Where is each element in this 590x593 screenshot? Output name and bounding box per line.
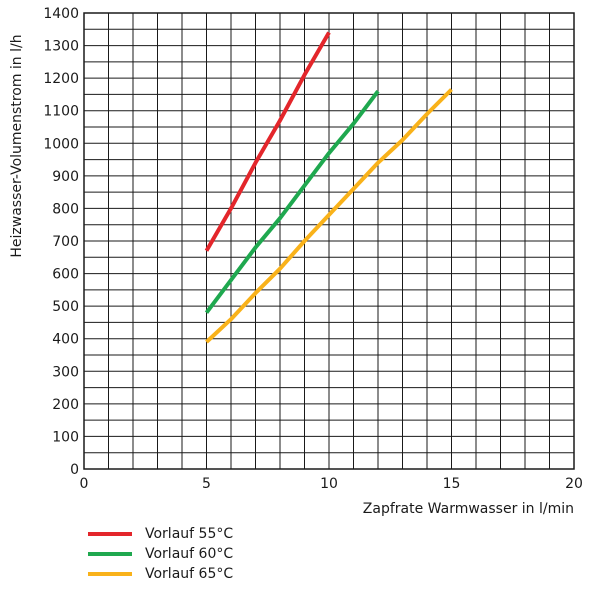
legend-label: Vorlauf 65°C [145,566,234,582]
y-tick-label: 1100 [43,104,79,120]
legend-label: Vorlauf 55°C [145,526,234,542]
x-tick-label: 10 [320,476,338,492]
x-tick-label: 0 [80,476,89,492]
grid [83,12,575,470]
y-tick-label: 400 [52,332,79,348]
y-tick-label: 900 [52,169,79,185]
y-tick-label: 1000 [43,136,79,152]
y-axis-ticks: 0 100 200 300 400 500 600 700 800 900 1000 1100 1200… [43,6,79,478]
x-tick-label: 5 [202,476,211,492]
legend-swatch [88,572,132,576]
y-tick-label: 1200 [43,71,79,87]
y-tick-label: 0 [70,462,79,478]
legend-item: Vorlauf 65°C [88,564,233,584]
y-axis-label: Heizwasser-Volumenstrom in l/h [9,34,25,257]
y-tick-label: 700 [52,234,79,250]
x-axis-ticks: 0 5 10 15 20 [80,476,583,492]
series-line [204,31,331,252]
x-tick-label: 15 [443,476,461,492]
x-axis-label: Zapfrate Warmwasser in l/min [363,501,574,517]
y-tick-label: 800 [52,201,79,217]
y-tick-label: 300 [52,364,79,380]
y-tick-label: 200 [52,397,79,413]
y-tick-label: 1300 [43,39,79,55]
series-lines [204,31,453,344]
legend-label: Vorlauf 60°C [145,546,234,562]
legend-swatch [88,532,132,536]
x-tick-label: 20 [565,476,583,492]
legend-swatch [88,552,132,556]
y-tick-label: 600 [52,267,79,283]
plot-frame [83,12,575,470]
series-line [204,89,380,314]
legend-item: Vorlauf 55°C [88,524,233,544]
legend-item: Vorlauf 60°C [88,544,233,564]
y-tick-label: 100 [52,429,79,445]
y-tick-label: 1400 [43,6,79,22]
series-line [205,88,453,344]
legend: Vorlauf 55°C Vorlauf 60°C Vorlauf 65°C [88,524,233,584]
y-tick-label: 500 [52,299,79,315]
